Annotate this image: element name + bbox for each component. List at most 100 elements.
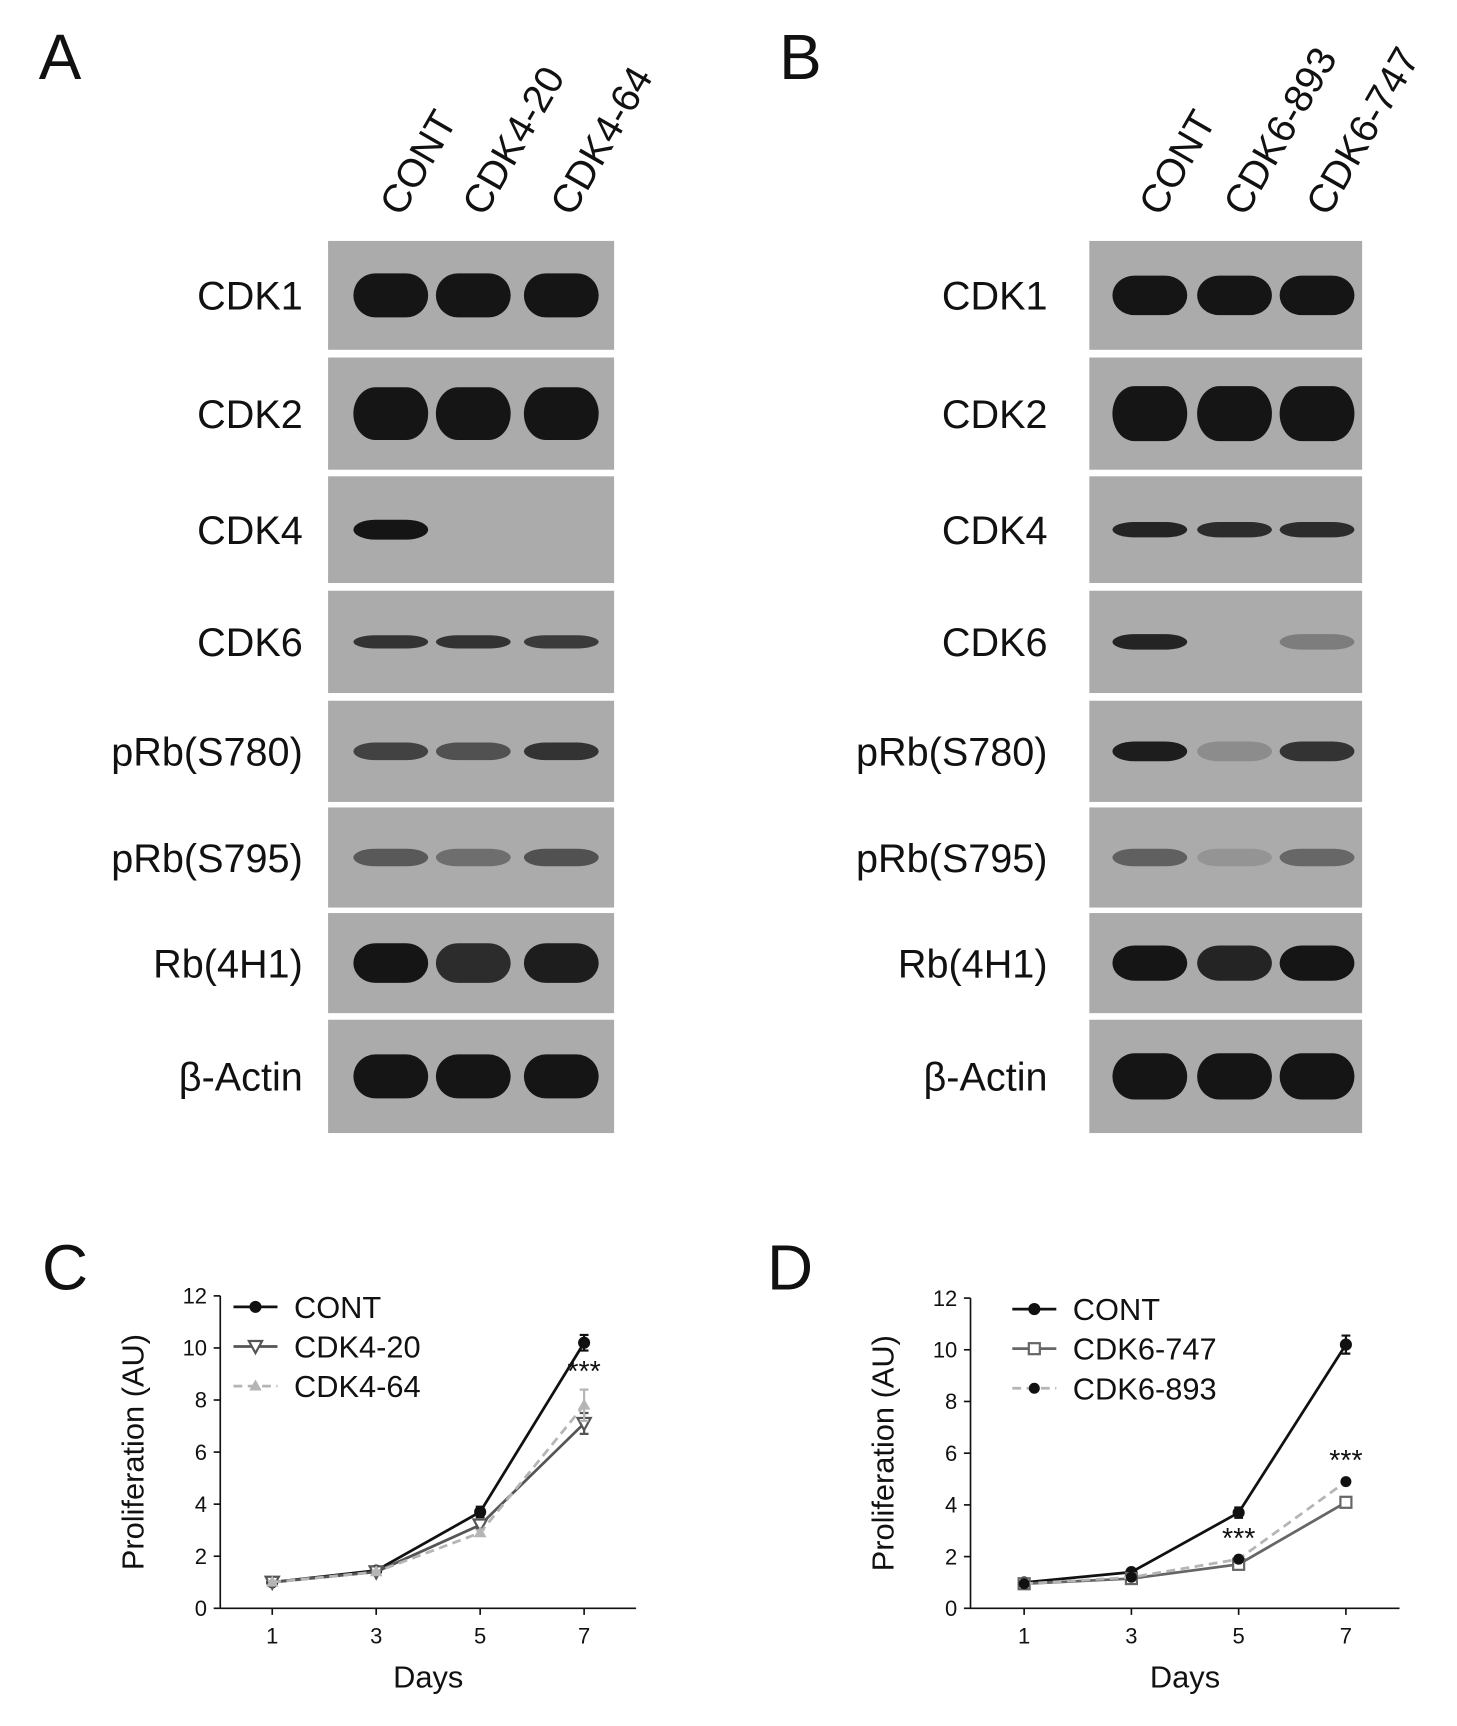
row-label: CDK2 [197,393,303,437]
blot-band [1112,634,1188,650]
marker [471,1518,489,1534]
blot-band [1197,848,1272,867]
marker [1027,1342,1041,1356]
blot-band [1112,275,1188,316]
marker [1028,1303,1041,1316]
marker [249,1300,262,1313]
row-label: pRb(S780) [111,731,302,775]
x-tick-label: 5 [1233,1623,1245,1648]
marker [577,1398,591,1410]
blot-band [1279,634,1355,650]
blot-band [1279,275,1355,316]
blot-band [1197,521,1272,538]
row-label: CDK2 [942,393,1048,437]
annotation: *** [1329,1445,1362,1477]
row-label: pRb(S780) [856,731,1047,775]
marker [1232,1506,1245,1519]
row-label: CDK6 [942,621,1048,665]
row-label: β-Actin [924,1056,1048,1100]
panel-label: A [39,21,82,93]
row-label: β-Actin [179,1056,303,1100]
blot-band [435,943,511,983]
x-tick-label: 3 [370,1623,382,1648]
marker [1340,1476,1352,1488]
panel-label: B [779,21,822,93]
y-tick-label: 6 [195,1440,207,1465]
x-tick-label: 7 [578,1623,590,1648]
blot-band [1112,386,1188,442]
x-tick-label: 7 [1340,1623,1352,1648]
blot-band [1112,741,1188,762]
blot-band [435,1054,511,1099]
x-tick-label: 5 [474,1623,486,1648]
blot-band [523,943,599,983]
series-line [1024,1480,1347,1586]
y-tick-label: 10 [933,1337,957,1362]
row-label: pRb(S795) [111,837,302,881]
y-tick-label: 12 [183,1284,207,1309]
blot-band [353,1054,429,1099]
blot-band [353,943,429,983]
row-label: pRb(S795) [856,837,1047,881]
row-label: Rb(4H1) [898,942,1048,986]
series-line [1024,1343,1348,1584]
y-tick-label: 10 [183,1336,207,1361]
blot-band [435,387,511,441]
y-axis-label: Proliferation (AU) [115,1334,150,1570]
blot-band [523,1054,599,1099]
x-axis-label: Days [393,1659,463,1694]
blot-band [523,273,599,318]
blot-band [1197,386,1272,442]
x-tick-label: 1 [1018,1623,1030,1648]
legend-label: CDK6-893 [1073,1371,1217,1406]
blot-band [353,635,429,649]
blot-band [1279,1053,1355,1100]
blot-band [523,848,599,867]
blot-band [523,742,599,761]
legend-label: CDK6-747 [1073,1332,1217,1367]
marker [369,1565,383,1577]
marker [1018,1578,1030,1590]
annotation: *** [567,1356,600,1388]
blot-band [1112,1053,1188,1100]
y-tick-label: 8 [195,1388,207,1413]
blot-band [1279,945,1355,981]
panel-label: D [767,1231,813,1303]
blot-band [1197,945,1272,981]
row-label: CDK6 [197,621,303,665]
marker [473,1526,487,1538]
legend-label: CONT [1073,1292,1160,1327]
annotation: *** [1222,1523,1255,1555]
marker [1339,1338,1352,1351]
blot-band [435,273,511,318]
y-tick-label: 4 [195,1492,207,1517]
marker [247,1339,264,1356]
row-label: CDK4 [942,509,1048,553]
row-label: CDK1 [942,275,1048,319]
marker [1339,1495,1353,1509]
marker [578,1336,591,1349]
row-label: Rb(4H1) [153,942,303,986]
blot-band [1112,521,1188,538]
blot-band [1279,848,1355,867]
y-tick-label: 6 [945,1441,957,1466]
marker [1233,1553,1245,1565]
x-tick-label: 1 [266,1623,278,1648]
blot-band [353,387,429,441]
blot-band [1197,741,1272,762]
legend-label: CONT [294,1290,381,1325]
y-tick-label: 8 [945,1389,957,1414]
blot-band [353,848,429,867]
marker [1125,1571,1137,1583]
y-tick-label: 0 [195,1596,207,1621]
blot-band [1112,848,1188,867]
row-label: CDK4 [197,509,303,553]
y-tick-label: 2 [945,1544,957,1569]
series-line [1024,1501,1347,1586]
x-tick-label: 3 [1125,1623,1137,1648]
marker [249,1379,262,1391]
blot-band [1279,386,1355,442]
y-tick-label: 2 [195,1544,207,1569]
row-label: CDK1 [197,275,303,319]
